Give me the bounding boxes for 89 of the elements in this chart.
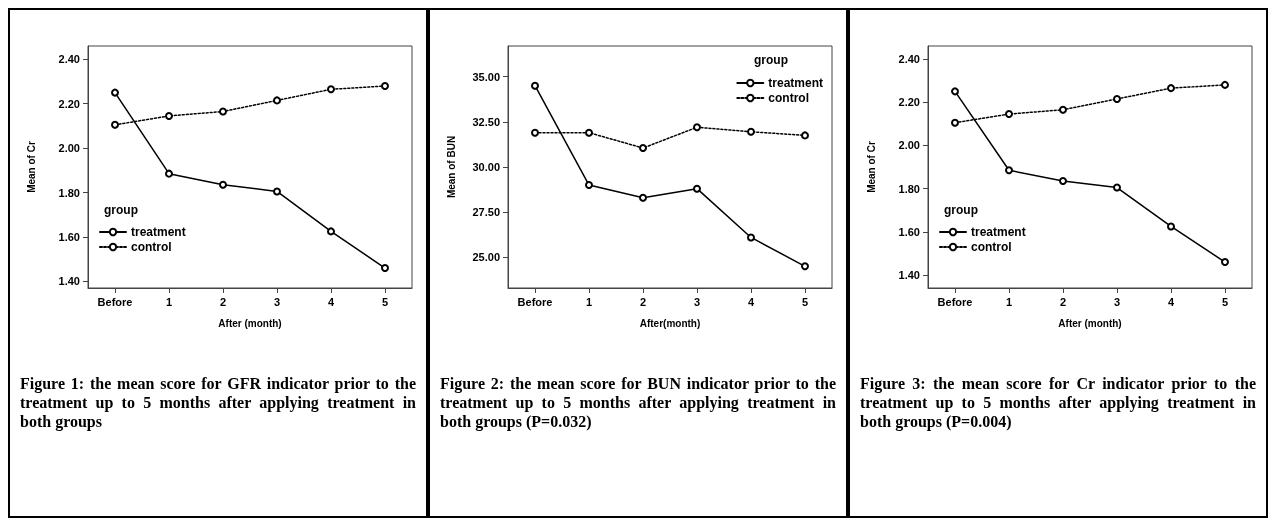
y-tick-label: 2.40 bbox=[58, 53, 80, 66]
y-tick-label: 2.40 bbox=[898, 52, 920, 65]
legend-label: treatment bbox=[768, 76, 824, 90]
x-tick-label: 2 bbox=[639, 295, 647, 308]
x-tick-label: 4 bbox=[327, 295, 335, 308]
x-tick-label: 3 bbox=[273, 295, 281, 308]
x-axis-title: After(month) bbox=[639, 317, 701, 329]
y-tick-label: 1.60 bbox=[898, 225, 920, 238]
legend-label: treatment bbox=[131, 225, 186, 239]
point bbox=[1005, 110, 1013, 119]
y-tick-label: 2.20 bbox=[898, 96, 920, 109]
x-tick-label: 1 bbox=[585, 295, 593, 308]
point bbox=[1059, 105, 1067, 114]
y-axis-title: Mean of Cr bbox=[865, 141, 877, 193]
x-axis-title: After (month) bbox=[218, 317, 282, 329]
point bbox=[801, 131, 809, 140]
y-tick-label: 35.00 bbox=[472, 70, 500, 83]
point bbox=[219, 107, 227, 116]
point bbox=[951, 87, 959, 96]
x-tick-label: 2 bbox=[219, 295, 227, 308]
caption: Figure 2: the mean score for BUN indicator prior to the treatment up to 5 months after applying treatment in both groups (P=0.032) bbox=[440, 374, 836, 431]
point bbox=[693, 123, 701, 132]
point bbox=[639, 144, 647, 153]
y-tick-label: 2.20 bbox=[58, 97, 80, 110]
point bbox=[747, 233, 755, 242]
point bbox=[951, 118, 959, 127]
x-tick-label: 5 bbox=[801, 295, 809, 308]
point bbox=[381, 264, 389, 273]
legend-label: control bbox=[131, 240, 172, 254]
x-tick-label: 1 bbox=[165, 295, 173, 308]
x-tick-label: Before bbox=[517, 295, 553, 308]
x-tick-label: 4 bbox=[747, 295, 755, 308]
x-tick-label: Before bbox=[97, 295, 133, 308]
point bbox=[1167, 84, 1175, 93]
point bbox=[381, 81, 389, 90]
x-tick-label: 1 bbox=[1005, 295, 1013, 308]
y-tick-label: 1.40 bbox=[58, 275, 80, 288]
x-tick-label: Before bbox=[937, 295, 973, 308]
y-tick-label: 1.60 bbox=[58, 230, 80, 243]
point bbox=[1221, 258, 1229, 267]
y-tick-label: 25.00 bbox=[472, 251, 500, 264]
point bbox=[111, 88, 119, 97]
y-tick-label: 1.80 bbox=[898, 182, 920, 195]
legend-label: treatment bbox=[971, 225, 1026, 239]
x-axis-title: After (month) bbox=[1058, 317, 1122, 329]
point bbox=[219, 180, 227, 189]
point bbox=[1167, 222, 1175, 231]
legend-title: group bbox=[944, 203, 978, 217]
point bbox=[327, 85, 335, 94]
y-tick-label: 32.50 bbox=[472, 115, 500, 128]
point bbox=[327, 227, 335, 236]
point bbox=[165, 111, 173, 120]
point bbox=[531, 128, 539, 137]
y-tick-label: 2.00 bbox=[898, 139, 920, 152]
legend-title: group bbox=[104, 203, 138, 217]
point bbox=[1113, 94, 1121, 103]
x-tick-label: 3 bbox=[693, 295, 701, 308]
legend-title: group bbox=[754, 53, 789, 67]
point bbox=[585, 128, 593, 137]
point bbox=[165, 169, 173, 178]
point bbox=[1059, 177, 1067, 186]
x-tick-label: 3 bbox=[1113, 295, 1121, 308]
legend-label: control bbox=[768, 91, 809, 105]
y-tick-label: 2.00 bbox=[58, 142, 80, 155]
y-axis-title: Mean of BUN bbox=[445, 135, 457, 199]
caption: Figure 3: the mean score for Cr indicator prior to the treatment up to 5 months after applying treatment in both groups (P=0.004) bbox=[860, 374, 1256, 431]
x-tick-label: 5 bbox=[1221, 295, 1229, 308]
x-tick-label: 5 bbox=[381, 295, 389, 308]
point bbox=[747, 127, 755, 136]
point bbox=[693, 184, 701, 193]
point bbox=[531, 81, 539, 90]
y-tick-label: 30.00 bbox=[472, 161, 500, 173]
legend-label: control bbox=[971, 240, 1012, 254]
point bbox=[111, 120, 119, 129]
x-tick-label: 4 bbox=[1167, 295, 1175, 308]
caption: Figure 1: the mean score for GFR indicator prior to the treatment up to 5 months after applying treatment in both groups bbox=[20, 374, 416, 431]
point bbox=[585, 181, 593, 190]
point bbox=[273, 96, 281, 105]
y-tick-label: 27.50 bbox=[472, 206, 500, 219]
point bbox=[273, 187, 281, 196]
y-axis-title: Mean of Cr bbox=[25, 141, 37, 193]
point bbox=[639, 193, 647, 202]
point bbox=[1005, 166, 1013, 175]
x-tick-label: 2 bbox=[1059, 295, 1067, 308]
point bbox=[801, 262, 809, 271]
y-tick-label: 1.40 bbox=[898, 269, 920, 282]
point bbox=[1221, 80, 1229, 89]
point bbox=[1113, 183, 1121, 192]
y-tick-label: 1.80 bbox=[58, 186, 80, 199]
